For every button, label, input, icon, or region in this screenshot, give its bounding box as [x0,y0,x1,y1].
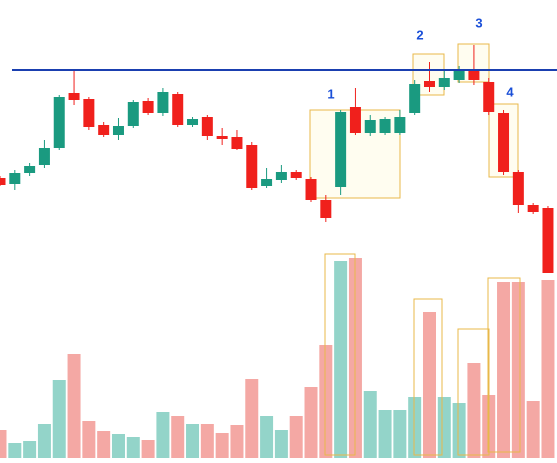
candle-body [483,82,495,112]
candle-body [438,78,450,87]
volume-bar [452,403,466,458]
candle-body [98,125,110,135]
volume-bar [437,397,451,458]
candle-body [201,117,213,136]
volume-bar [334,261,348,458]
annotation: 3 [475,15,482,30]
volume-bar [304,387,318,458]
volume-bar [82,421,96,458]
candle-body [38,148,50,165]
volume-bar [200,424,214,458]
candle-body [498,113,510,172]
candle-body [216,136,228,139]
volume-bar [141,440,155,458]
volume-bar [526,401,540,458]
candle-body [290,172,302,178]
volume-box [487,277,521,453]
candle-body [394,117,406,133]
volume-bar [245,379,259,458]
candle-body [157,92,169,113]
candle-body [142,101,154,113]
candle-body [9,173,21,184]
volume-bar [23,441,37,458]
candle-body [409,84,421,113]
volume-bar [363,391,377,458]
candle-body [527,205,539,212]
volume-bar [97,431,111,458]
candle-body [187,119,199,125]
candle-body [261,179,273,186]
candle-body [231,137,243,149]
candle-body [53,97,65,148]
candle-body [275,172,287,180]
volume-boxes [324,253,521,456]
volume-layer [0,258,555,458]
volume-bar [111,434,125,458]
volume-bar [171,416,185,458]
volume-box [457,328,490,456]
volume-bar [230,425,244,458]
volume-bar [497,282,511,458]
volume-bar [541,280,555,458]
candle-body [542,208,554,273]
volume-bar [186,424,200,458]
volume-bar [289,416,303,458]
candle-body [172,94,184,125]
candle-body [364,120,376,133]
candle-body [453,69,465,80]
volume-bar [408,397,422,458]
volume-box [413,298,443,456]
volume-bar [422,312,436,458]
volume-bar [37,424,51,458]
volume-bar [215,433,229,458]
candle-body [423,81,435,87]
candle-body [127,102,139,126]
candle-body [246,145,258,188]
candle-body [112,126,124,135]
candle-body [0,178,6,185]
candle-body [335,112,347,187]
volume-box [324,253,356,456]
volume-bar [378,410,392,458]
volume-bar [0,430,7,458]
candle-body [320,200,332,218]
candle-body [379,119,391,133]
volume-bar [319,345,333,458]
candle-body [83,99,95,127]
volume-bar [260,416,274,458]
candle-body [468,69,480,80]
candle-layer [0,45,554,273]
annotation: 1 [327,86,334,101]
volume-bar [393,410,407,458]
volume-bar [274,430,288,458]
volume-bar [67,354,81,458]
annotation: 4 [506,84,514,99]
volume-bar [156,412,170,458]
volume-bar [511,282,525,458]
annotation: 2 [416,27,423,42]
candle-body [349,107,361,133]
volume-bar [126,437,140,458]
candle-body [68,93,80,100]
volume-bar [467,363,481,458]
volume-bar [52,380,66,458]
candle-body [512,172,524,205]
volume-bar [8,443,22,458]
candle-body [305,179,317,200]
candle-body [24,166,36,173]
